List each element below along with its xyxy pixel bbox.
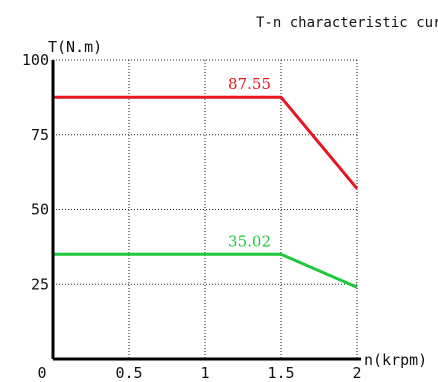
- x-tick-label: 2: [352, 364, 361, 382]
- series-line: [53, 95, 359, 190]
- y-tick-label: 50: [31, 201, 49, 219]
- grid: [53, 59, 358, 359]
- x-tick-label: 0.5: [115, 364, 142, 382]
- chart-title: T-n characteristic curve:: [256, 15, 438, 31]
- x-tick-label: 1: [200, 364, 209, 382]
- series-value-label: 87.55: [228, 75, 271, 93]
- y-axis-label: T(N.m): [48, 38, 102, 56]
- x-tick-label: 1.5: [267, 364, 294, 382]
- series-group: 87.55 35.02: [53, 75, 359, 289]
- y-tick-label: 25: [31, 275, 49, 293]
- y-tick-label: 75: [31, 126, 49, 144]
- series-line: [53, 252, 358, 289]
- tick-labels: 0 0.5 1 1.5 2 100 75 50 25: [22, 51, 362, 382]
- y-tick-label: 100: [22, 51, 49, 69]
- x-axis-label: n(krpm): [364, 351, 427, 369]
- series-value-label: 35.02: [228, 232, 271, 250]
- x-tick-label: 0: [37, 364, 46, 382]
